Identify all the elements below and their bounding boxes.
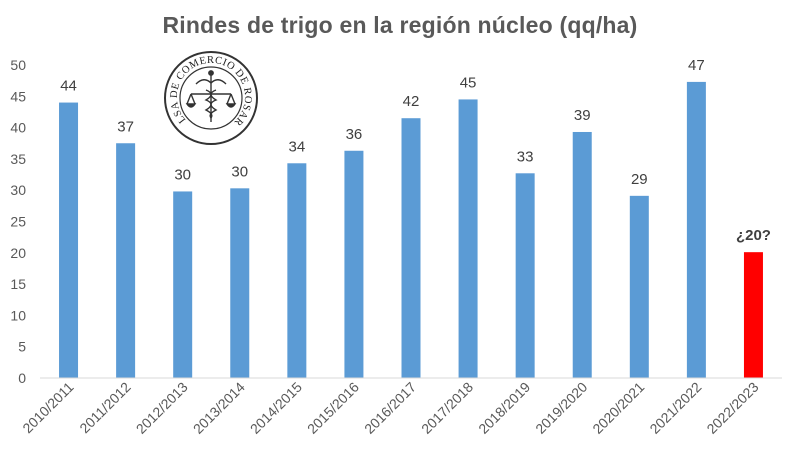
data-label: 33 xyxy=(517,148,534,165)
data-label: 39 xyxy=(574,107,591,124)
data-label: 44 xyxy=(60,78,77,95)
x-tick-label: 2010/2011 xyxy=(19,379,77,437)
data-label: 47 xyxy=(688,57,705,74)
bar-2013-2014 xyxy=(230,188,250,378)
x-tick-label: 2018/2019 xyxy=(475,379,533,437)
data-label: 36 xyxy=(346,126,363,143)
data-label: 29 xyxy=(631,171,648,188)
bar-2015-2016 xyxy=(344,150,364,378)
data-label: 45 xyxy=(460,74,477,91)
bar-2021-2022 xyxy=(686,81,706,378)
bar-2014-2015 xyxy=(287,163,307,378)
y-tick-label: 30 xyxy=(10,182,26,198)
x-tick-label: 2019/2020 xyxy=(532,379,590,437)
bar-2011-2012 xyxy=(116,143,136,378)
bar-2020-2021 xyxy=(629,195,649,378)
y-tick-label: 20 xyxy=(10,245,26,261)
x-tick-label: 2022/2023 xyxy=(703,379,761,437)
data-label: 37 xyxy=(117,118,134,135)
data-label: 30 xyxy=(174,166,191,183)
bar-2019-2020 xyxy=(572,131,592,378)
y-tick-label: 45 xyxy=(10,88,26,104)
data-labels: 44 37 30 30 34 36 42 45 33 39 29 47 ¿20? xyxy=(60,57,771,244)
bar-2010-2011 xyxy=(59,102,79,378)
x-tick-label: 2020/2021 xyxy=(589,379,647,437)
y-tick-label: 35 xyxy=(10,151,26,167)
x-tick-label: 2011/2012 xyxy=(76,379,134,437)
y-tick-label: 40 xyxy=(10,120,26,136)
y-tick-label: 5 xyxy=(18,339,26,355)
data-label: ¿20? xyxy=(736,227,771,244)
bar-2017-2018 xyxy=(458,99,478,379)
bar-2018-2019 xyxy=(515,173,535,378)
x-tick-label: 2021/2022 xyxy=(646,379,704,437)
bcr-logo: BOLSA DE COMERCIO DE ROSARIO xyxy=(164,51,258,145)
data-label: 42 xyxy=(403,93,420,110)
y-tick-label: 50 xyxy=(10,57,26,73)
data-label: 34 xyxy=(289,138,306,155)
data-label: 30 xyxy=(231,163,248,180)
x-tick-label: 2013/2014 xyxy=(190,379,248,437)
bar-2012-2013 xyxy=(173,191,193,378)
caduceus-seal-icon xyxy=(185,70,237,122)
x-tick-label: 2015/2016 xyxy=(304,379,362,437)
x-axis: 2010/2011 2011/20122012/20132013/20142014… xyxy=(19,377,782,437)
x-tick-label: 2012/2013 xyxy=(133,379,191,437)
chart-title: Rindes de trigo en la región núcleo (qq/… xyxy=(162,12,638,38)
bars xyxy=(59,81,763,379)
y-axis: 0 5 10 15 20 25 30 35 40 45 50 xyxy=(10,57,26,386)
bar-2016-2017 xyxy=(401,118,421,379)
y-tick-label: 15 xyxy=(10,276,26,292)
x-tick-label: 2017/2018 xyxy=(418,379,476,437)
y-tick-label: 25 xyxy=(10,214,26,230)
x-tick-label: 2016/2017 xyxy=(361,379,419,437)
y-tick-label: 0 xyxy=(18,370,26,386)
y-tick-label: 10 xyxy=(10,307,26,323)
bar-2022-2023 xyxy=(743,252,763,378)
x-tick-label: 2014/2015 xyxy=(247,379,305,437)
